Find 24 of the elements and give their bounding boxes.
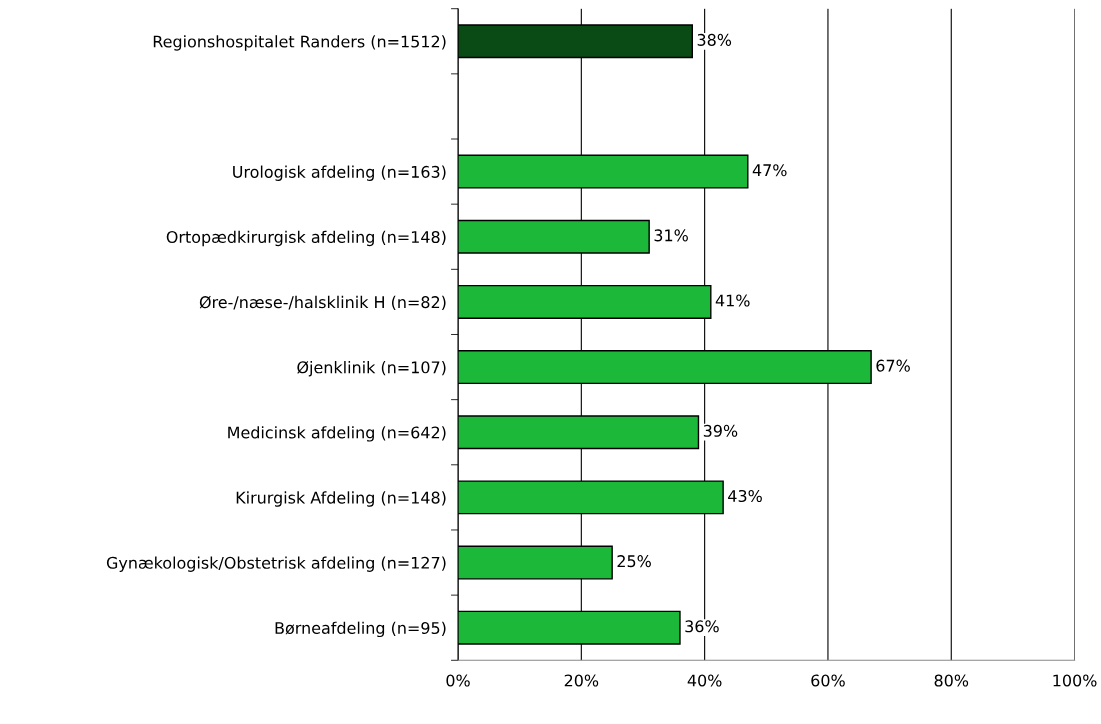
data-label: 25%	[617, 555, 651, 568]
y-tick-label: Børneafdeling (n=95)	[275, 621, 446, 638]
data-label: 67%	[876, 359, 910, 372]
data-label: 47%	[752, 164, 787, 177]
y-tick-label: Medicinsk afdeling (n=642)	[228, 426, 446, 442]
x-tick-label: 40%	[687, 674, 722, 687]
data-label: 39%	[703, 424, 738, 437]
y-tick-label: Kirurgisk Afdeling (n=148)	[236, 491, 446, 507]
x-tick-label: 100%	[1053, 674, 1097, 687]
x-tick-label: 20%	[564, 674, 599, 687]
x-tick-label: 0%	[446, 674, 470, 687]
x-tick-label: 60%	[811, 674, 845, 687]
y-tick-label: Øre-/næse-/halsklinik H (n=82)	[199, 295, 446, 311]
y-tick-label: Urologisk afdeling (n=163)	[233, 165, 446, 181]
data-label: 41%	[715, 294, 750, 307]
data-label: 31%	[654, 229, 688, 242]
data-label: 43%	[728, 489, 762, 503]
y-tick-label: Øjenklinik (n=107)	[297, 360, 446, 377]
data-label: 38%	[697, 33, 732, 46]
data-label: 36%	[685, 620, 719, 633]
y-tick-label: Gynækologisk/Obstetrisk afdeling (n=127)	[106, 556, 446, 572]
x-tick-label: 80%	[934, 674, 969, 687]
y-tick-label: Regionshospitalet Randers (n=1512)	[153, 35, 446, 51]
y-tick-label: Ortopædkirurgisk afdeling (n=148)	[166, 230, 446, 247]
